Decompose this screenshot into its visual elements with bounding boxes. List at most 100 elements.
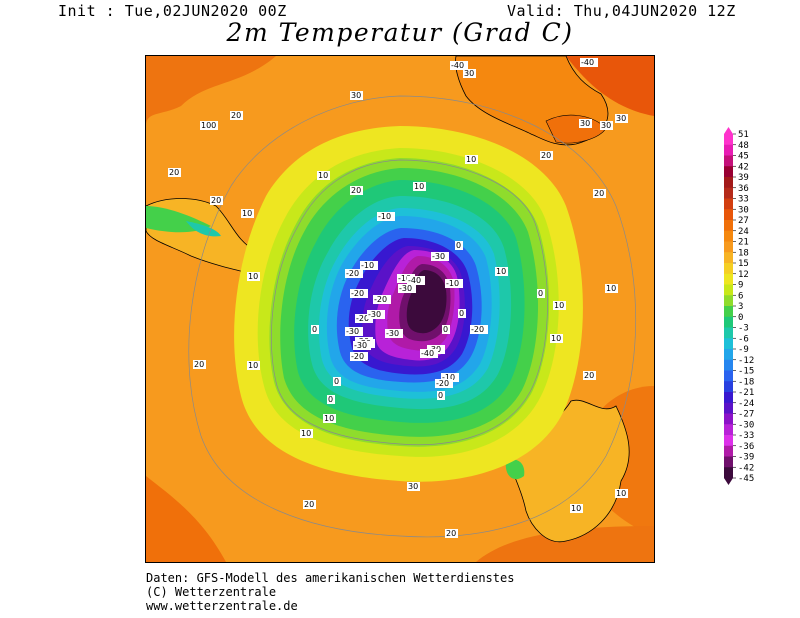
contour-label: 20 bbox=[541, 151, 551, 160]
contour-label: 20 bbox=[584, 371, 594, 380]
contour-label: 20 bbox=[446, 529, 456, 538]
contour-label-bg bbox=[420, 349, 438, 358]
contour-label: -20 bbox=[356, 314, 369, 323]
contour-label-bg bbox=[200, 121, 218, 130]
legend-swatch bbox=[724, 370, 733, 382]
contour-label: 10 bbox=[571, 504, 581, 513]
contour-label: 20 bbox=[231, 111, 241, 120]
legend-swatch bbox=[724, 435, 733, 447]
contour-label: 30 bbox=[601, 121, 611, 130]
contour-label: 10 bbox=[554, 301, 564, 310]
legend-bar: 51484542393633302724211815129630-3-6-9-1… bbox=[724, 127, 754, 485]
contour-label-bg bbox=[241, 209, 254, 218]
legend-tick-label: 42 bbox=[738, 162, 749, 172]
contour-label-bg bbox=[327, 395, 335, 404]
legend-swatch bbox=[724, 273, 733, 285]
legend-tick-label: -33 bbox=[738, 431, 754, 441]
chart-title: 2m Temperatur (Grad C) bbox=[226, 18, 574, 47]
legend-tick-label: 51 bbox=[738, 130, 749, 140]
legend-swatch bbox=[724, 230, 733, 242]
legend-swatch bbox=[724, 209, 733, 221]
legend-swatch bbox=[724, 284, 733, 296]
legend-tick-label: 6 bbox=[738, 291, 743, 301]
contour-label: 20 bbox=[351, 186, 361, 195]
legend-swatch bbox=[724, 424, 733, 436]
contour-label: 10 bbox=[318, 171, 328, 180]
contour-label-bg bbox=[247, 361, 260, 370]
contour-label-bg bbox=[495, 267, 508, 276]
contour-label: 10 bbox=[606, 284, 616, 293]
init-time: Init : Tue,02JUN2020 00Z bbox=[58, 2, 287, 20]
contour-label-bg bbox=[247, 272, 260, 281]
contour-label-bg bbox=[537, 289, 545, 298]
contour-label-bg bbox=[583, 371, 596, 380]
legend-tick-label: 27 bbox=[738, 216, 749, 226]
contour-label: 10 bbox=[324, 414, 334, 423]
contour-label-bg bbox=[458, 309, 466, 318]
contour-label: 20 bbox=[304, 500, 314, 509]
legend-swatch bbox=[724, 456, 733, 468]
contour-label-bg bbox=[333, 377, 341, 386]
contour-label-bg bbox=[437, 391, 445, 400]
legend-tick-label: -3 bbox=[738, 324, 749, 334]
contour-label: 0 bbox=[334, 377, 339, 386]
contour-label: 10 bbox=[616, 489, 626, 498]
contour-label: 10 bbox=[301, 429, 311, 438]
contour-label: -10 bbox=[361, 261, 374, 270]
legend-tick-label: 39 bbox=[738, 173, 749, 183]
contour-label: -40 bbox=[581, 58, 594, 67]
legend-tick-label: -27 bbox=[738, 410, 754, 420]
contour-label: -30 bbox=[399, 284, 412, 293]
contour-label: 20 bbox=[211, 196, 221, 205]
temperature-bands bbox=[234, 126, 583, 482]
legend-swatch bbox=[724, 198, 733, 210]
legend-tick-label: -36 bbox=[738, 442, 754, 452]
contour-label: -20 bbox=[436, 379, 449, 388]
contour-label: 0 bbox=[328, 395, 333, 404]
legend-swatch bbox=[724, 295, 733, 307]
legend-tick-label: -21 bbox=[738, 388, 754, 398]
contour-label-bg bbox=[579, 119, 592, 128]
contour-label-bg bbox=[373, 295, 391, 304]
contour-label-bg bbox=[407, 276, 425, 285]
contour-label-bg bbox=[311, 325, 319, 334]
contour-label: -20 bbox=[471, 325, 484, 334]
contour-label-bg bbox=[397, 274, 415, 283]
contour-label: 10 bbox=[551, 334, 561, 343]
contour-label: 30 bbox=[351, 91, 361, 100]
map-labels: 2020202020202020202020201010101010101010… bbox=[168, 58, 628, 538]
legend-swatch bbox=[724, 306, 733, 318]
contour-label: -20 bbox=[346, 269, 359, 278]
legend-swatch bbox=[724, 392, 733, 404]
contour-label: 20 bbox=[169, 168, 179, 177]
legend-swatch bbox=[724, 467, 733, 479]
contour-label: -30 bbox=[432, 252, 445, 261]
legend-tick-label: -24 bbox=[738, 399, 754, 409]
contour-label: 20 bbox=[194, 360, 204, 369]
contour-label-bg bbox=[553, 301, 566, 310]
contour-label-bg bbox=[445, 279, 463, 288]
legend-tick-label: -18 bbox=[738, 377, 754, 387]
legend-swatch bbox=[724, 381, 733, 393]
legend-tick-label: 21 bbox=[738, 238, 749, 248]
legend-tick-label: 33 bbox=[738, 195, 749, 205]
contour-label-bg bbox=[230, 111, 243, 120]
contour-label-bg bbox=[435, 379, 453, 388]
legend-swatch bbox=[724, 177, 733, 189]
legend-tick-label: 48 bbox=[738, 141, 749, 151]
legend-tick-label: 30 bbox=[738, 205, 749, 215]
contour-label-bg bbox=[355, 314, 373, 323]
contour-label-bg bbox=[210, 196, 223, 205]
contour-label-bg bbox=[377, 212, 395, 221]
legend-swatch bbox=[724, 349, 733, 361]
legend-swatch bbox=[724, 166, 733, 178]
contour-label: 100 bbox=[201, 121, 216, 130]
contour-label: -10 bbox=[442, 373, 455, 382]
contour-label-bg bbox=[350, 91, 363, 100]
legend-tick-label: 36 bbox=[738, 184, 749, 194]
legend-swatch bbox=[724, 316, 733, 328]
contour-label-bg bbox=[385, 329, 403, 338]
contour-label: -40 bbox=[421, 349, 434, 358]
contour-label-bg bbox=[398, 284, 416, 293]
contour-label-bg bbox=[168, 168, 181, 177]
